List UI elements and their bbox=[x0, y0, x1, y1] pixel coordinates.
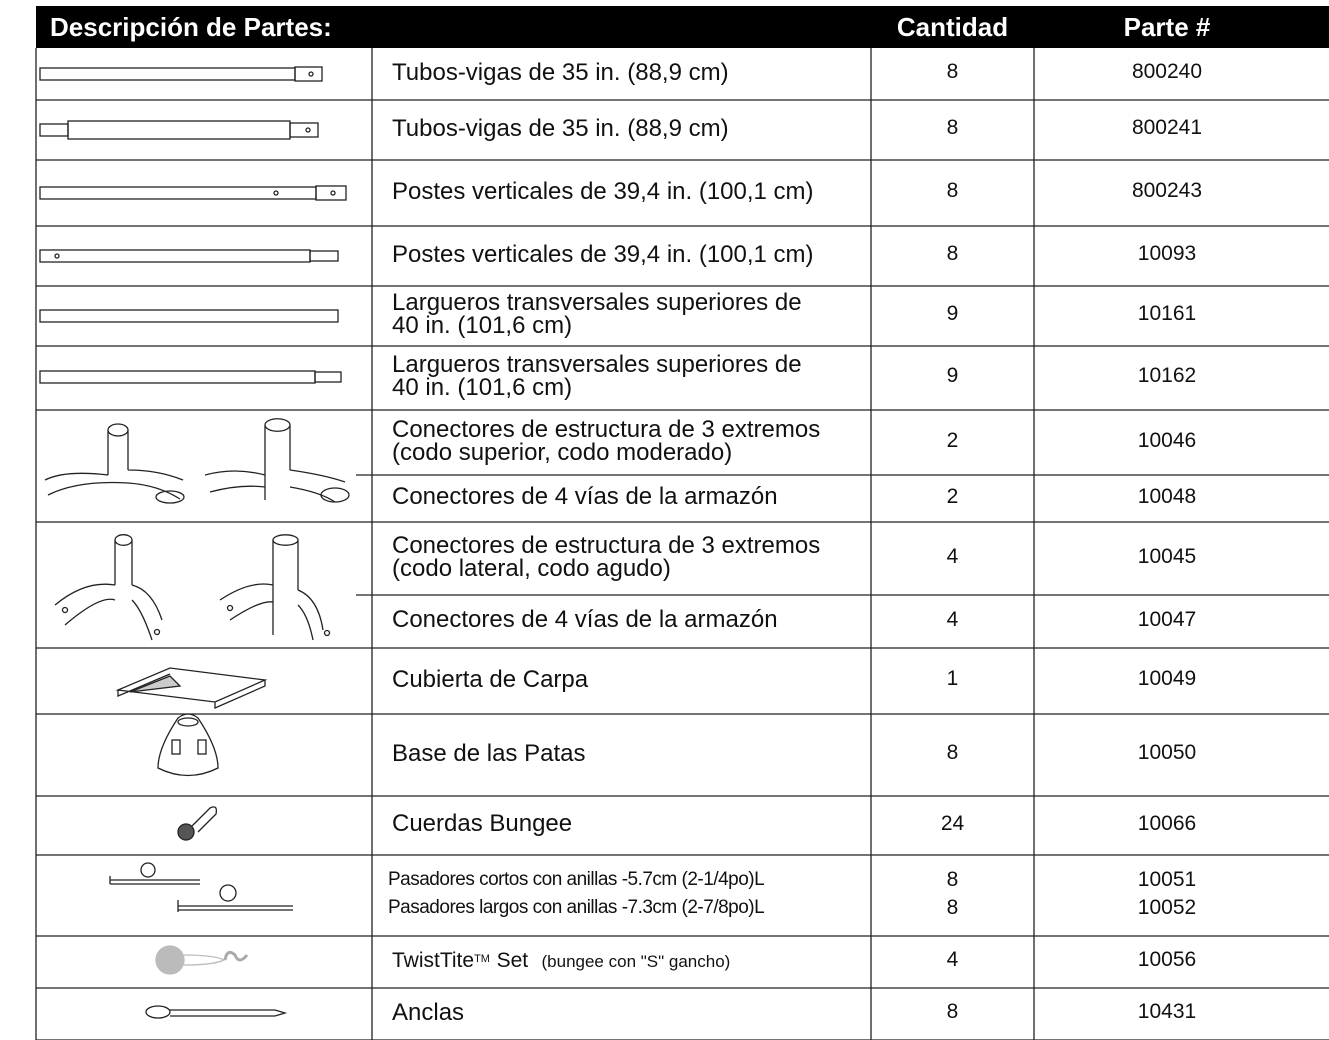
description-cell: Pasadores cortos con anillas -5.7cm (2-1… bbox=[388, 855, 868, 932]
part-number: 800241 bbox=[1131, 116, 1203, 139]
description-line: 40 in. (101,6 cm) bbox=[392, 312, 573, 339]
part-cell: 10051 10052 bbox=[1034, 855, 1300, 932]
description-line: Cuerdas Bungee bbox=[392, 810, 573, 837]
description-cell: Largueros transversales superiores de 40 … bbox=[392, 346, 868, 406]
part-number: 10056 bbox=[1137, 948, 1197, 971]
description-line: Largueros transversales superiores de bbox=[392, 289, 802, 316]
part-number: 10047 bbox=[1137, 607, 1197, 631]
quantity: 8 bbox=[946, 1000, 959, 1023]
header-bar bbox=[36, 6, 1329, 48]
part-number: 800243 bbox=[1131, 179, 1203, 202]
quantity: 4 bbox=[946, 544, 959, 568]
description-cell: Largueros transversales superiores de 40 … bbox=[392, 286, 868, 342]
description-cell: TwistTiteTM Set (bungee con "S" gancho) bbox=[392, 936, 868, 984]
part-number: 10161 bbox=[1137, 302, 1197, 325]
part-number: 10052 bbox=[1137, 895, 1197, 919]
quantity: 8 bbox=[946, 60, 959, 83]
header-part: Parte # bbox=[1123, 11, 1211, 42]
description-cell: Cubierta de Carpa bbox=[392, 648, 868, 710]
product-name: TwistTite bbox=[392, 948, 475, 972]
leg-base-icon bbox=[157, 713, 219, 777]
description-cell: Tubos-vigas de 35 in. (88,9 cm) bbox=[392, 100, 868, 156]
quantity: 8 bbox=[946, 741, 959, 764]
part-number: 10051 bbox=[1137, 867, 1197, 891]
description-line: Cubierta de Carpa bbox=[392, 665, 589, 693]
part-number: 10049 bbox=[1137, 667, 1197, 690]
description-line: Anclas bbox=[392, 998, 465, 1026]
anchor-icon bbox=[145, 1005, 288, 1019]
product-name-suffix: Set bbox=[496, 948, 529, 972]
quantity: 9 bbox=[946, 302, 959, 325]
quantity: 8 bbox=[946, 895, 959, 919]
description-line: Conectores de estructura de 3 extremos bbox=[392, 415, 821, 443]
description-line: Postes verticales de 39,4 in. (100,1 cm) bbox=[392, 240, 814, 268]
quantity: 1 bbox=[946, 667, 959, 690]
description-cell: Conectores de estructura de 3 extremos (c… bbox=[392, 410, 868, 471]
description-cell: Cuerdas Bungee bbox=[392, 796, 868, 851]
bungee-icon bbox=[177, 806, 218, 841]
description-line: Conectores de 4 vías de la armazón bbox=[392, 606, 778, 633]
description-cell: Conectores de 4 vías de la armazón bbox=[392, 475, 868, 518]
twisttite-icon bbox=[155, 945, 249, 975]
quantity: 8 bbox=[946, 116, 959, 139]
quantity: 2 bbox=[946, 428, 959, 452]
part-number: 10048 bbox=[1137, 484, 1197, 508]
description-cell: Tubos-vigas de 35 in. (88,9 cm) bbox=[392, 48, 868, 96]
quantity: 9 bbox=[946, 364, 959, 387]
description-line: (codo superior, codo moderado) bbox=[392, 438, 733, 466]
description-line: Postes verticales de 39,4 in. (100,1 cm) bbox=[392, 177, 814, 205]
part-number: 10162 bbox=[1137, 364, 1197, 387]
description-line: Base de las Patas bbox=[392, 739, 586, 767]
part-number: 10045 bbox=[1137, 544, 1197, 568]
description-line: Conectores de 4 vías de la armazón bbox=[392, 483, 778, 510]
quantity: 4 bbox=[946, 948, 959, 971]
description-line: Pasadores cortos con anillas -5.7cm (2-1… bbox=[388, 868, 765, 890]
description-line: Tubos-vigas de 35 in. (88,9 cm) bbox=[392, 114, 729, 142]
part-number: 10093 bbox=[1137, 242, 1197, 265]
part-number: 10046 bbox=[1137, 428, 1197, 452]
description-line: (codo lateral, codo agudo) bbox=[392, 554, 671, 582]
description-line: 40 in. (101,6 cm) bbox=[392, 374, 573, 401]
pin-icons bbox=[109, 862, 293, 912]
canopy-icon bbox=[115, 667, 268, 709]
quantity: 4 bbox=[946, 607, 959, 631]
description-line: Pasadores largos con anillas -7.3cm (2-7… bbox=[388, 896, 765, 918]
description-cell: Postes verticales de 39,4 in. (100,1 cm) bbox=[392, 226, 868, 282]
description-cell: Conectores de estructura de 3 extremos (c… bbox=[392, 522, 868, 591]
description-line: Conectores de estructura de 3 extremos bbox=[392, 531, 821, 559]
description-cell: Conectores de 4 vías de la armazón bbox=[392, 595, 868, 644]
tube-icons bbox=[39, 66, 347, 384]
quantity: 8 bbox=[946, 867, 959, 891]
header-quantity: Cantidad bbox=[896, 11, 1009, 42]
product-note: (bungee con "S" gancho) bbox=[541, 951, 731, 971]
description-cell: Postes verticales de 39,4 in. (100,1 cm) bbox=[392, 160, 868, 222]
quantity: 24 bbox=[940, 811, 965, 835]
trademark: TM bbox=[474, 952, 490, 965]
description-line: Tubos-vigas de 35 in. (88,9 cm) bbox=[392, 58, 729, 86]
quantity: 8 bbox=[946, 242, 959, 265]
part-number: 10066 bbox=[1137, 811, 1197, 835]
description-line: TwistTiteTM Set (bungee con "S" gancho) bbox=[392, 948, 868, 973]
part-number: 10050 bbox=[1137, 741, 1197, 764]
description-cell: Anclas bbox=[392, 988, 868, 1036]
description-cell: Base de las Patas bbox=[392, 714, 868, 792]
part-number: 800240 bbox=[1131, 60, 1203, 83]
description-line: Largueros transversales superiores de bbox=[392, 351, 802, 378]
header-description: Descripción de Partes: bbox=[50, 11, 332, 42]
quantity: 8 bbox=[946, 179, 959, 202]
quantity: 2 bbox=[946, 484, 959, 508]
connector-icons bbox=[44, 418, 350, 641]
part-number: 10431 bbox=[1137, 1000, 1197, 1023]
